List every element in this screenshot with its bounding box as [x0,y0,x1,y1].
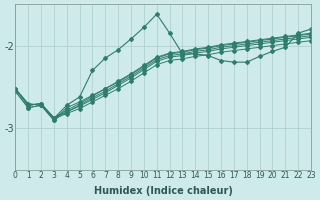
X-axis label: Humidex (Indice chaleur): Humidex (Indice chaleur) [94,186,233,196]
